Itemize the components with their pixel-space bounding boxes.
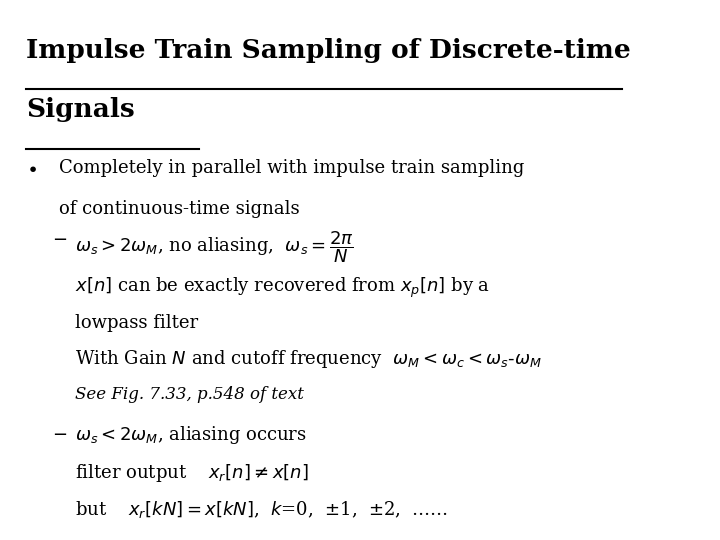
Text: $\omega_s < 2\omega_M$, aliasing occurs: $\omega_s < 2\omega_M$, aliasing occurs [75,424,307,446]
Text: $x[n]$ can be exactly recovered from $x_p[n]$ by a: $x[n]$ can be exactly recovered from $x_… [75,275,490,300]
Text: $-$: $-$ [52,424,67,442]
Text: $\omega_s > 2\omega_M$, no aliasing,  $\omega_s = \dfrac{2\pi}{N}$: $\omega_s > 2\omega_M$, no aliasing, $\o… [75,230,354,265]
Text: $-$: $-$ [52,230,67,247]
Text: lowpass filter: lowpass filter [75,314,198,332]
Text: of continuous-time signals: of continuous-time signals [58,200,300,218]
Text: Impulse Train Sampling of Discrete-time: Impulse Train Sampling of Discrete-time [26,38,631,63]
Text: filter output    $x_r[n] \neq x[n]$: filter output $x_r[n] \neq x[n]$ [75,462,309,484]
Text: Signals: Signals [26,97,135,122]
Text: $\bullet$: $\bullet$ [26,159,37,177]
Text: With Gain $N$ and cutoff frequency  $\omega_M < \omega_c < \omega_s\text{-} \ome: With Gain $N$ and cutoff frequency $\ome… [75,348,541,370]
Text: See Fig. 7.33, p.548 of text: See Fig. 7.33, p.548 of text [75,386,304,403]
Text: but    $x_r[kN] = x[kN]$,  $k$=0,  $\pm$1,  $\pm$2,  ……: but $x_r[kN] = x[kN]$, $k$=0, $\pm$1, $\… [75,500,448,521]
Text: Completely in parallel with impulse train sampling: Completely in parallel with impulse trai… [58,159,524,177]
